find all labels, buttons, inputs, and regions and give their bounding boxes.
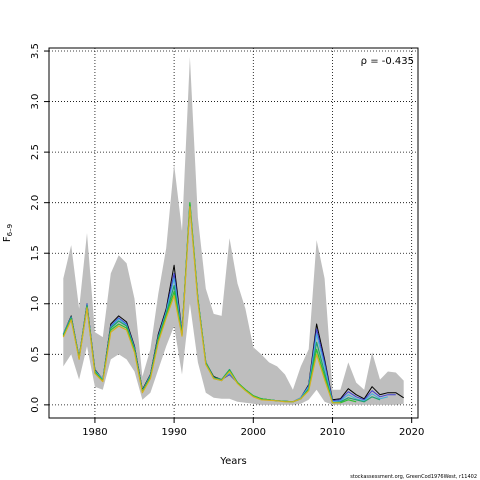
confidence-band bbox=[63, 57, 404, 405]
x-tick-label: 2020 bbox=[399, 427, 424, 438]
y-tick-label: 1.5 bbox=[30, 245, 41, 261]
confidence-band-group bbox=[63, 57, 404, 405]
series-line-4 bbox=[62, 202, 381, 404]
y-tick-label: 3.0 bbox=[30, 94, 41, 110]
plot-frame bbox=[48, 47, 419, 419]
x-tick-label: 2000 bbox=[241, 427, 266, 438]
y-axis-title-subscript: 6–9 bbox=[6, 224, 14, 236]
x-tick-label: 1980 bbox=[82, 427, 107, 438]
y-tick-label: 1.0 bbox=[30, 296, 41, 312]
x-tick-label: 1990 bbox=[161, 427, 186, 438]
series-line-2 bbox=[62, 204, 396, 403]
y-axis-title-group: F6–9 bbox=[2, 224, 14, 242]
series-line-6 bbox=[62, 206, 341, 404]
y-tick-label: 2.5 bbox=[30, 144, 41, 160]
y-axis-title: F6–9 bbox=[2, 224, 14, 242]
series-lines-group bbox=[62, 202, 404, 404]
x-tick-label: 2010 bbox=[320, 427, 345, 438]
y-tick-label: 2.0 bbox=[30, 195, 41, 211]
y-tick-label: 0.5 bbox=[30, 346, 41, 362]
x-axis-title: Years bbox=[219, 456, 246, 467]
y-tick-label: 3.5 bbox=[30, 43, 41, 59]
y-axis: 0.0 0.5 1.0 1.5 2.0 2.5 3.0 3.5 bbox=[30, 43, 49, 413]
rho-annotation: ρ = -0.435 bbox=[361, 56, 414, 67]
y-tick-label: 0.0 bbox=[30, 397, 41, 413]
y-axis-title-main: F bbox=[2, 236, 13, 242]
source-credit: stockassessment.org, GreenCod1976West, r… bbox=[350, 474, 477, 480]
x-axis: 1980 1990 2000 2010 2020 bbox=[82, 418, 424, 438]
